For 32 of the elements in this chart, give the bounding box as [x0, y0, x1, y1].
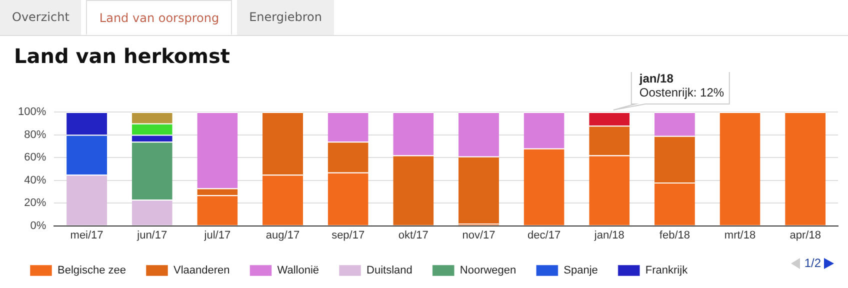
text: Land van oorsprong	[86, 0, 232, 35]
text: 1/2	[804, 256, 821, 270]
x-tick-label: jun/17	[136, 229, 168, 242]
text: Overzicht	[0, 0, 82, 35]
y-tick-label: 80%	[24, 128, 46, 141]
x-tick-label: apr/18	[790, 229, 821, 242]
legend-label: Spanje	[564, 264, 598, 277]
x-tick-label: nov/17	[462, 229, 496, 242]
x-tick-label: jan/18	[593, 229, 624, 242]
text: jan/18	[638, 71, 674, 86]
x-tick-label: aug/17	[266, 229, 300, 242]
x-tick-label: jul/17	[203, 229, 231, 242]
chart-title: Land van herkomst	[14, 44, 230, 68]
legend-label: Noorwegen	[460, 264, 516, 277]
x-tick-label: sep/17	[332, 229, 365, 242]
legend-label: Belgische zee	[58, 264, 126, 277]
x-tick-label: mei/17	[70, 229, 104, 242]
legend-label: Duitsland	[366, 264, 412, 277]
y-tick-label: 60%	[24, 152, 46, 164]
x-tick-label: okt/17	[398, 229, 428, 242]
y-tick-label: 100%	[18, 106, 46, 118]
legend-label: Frankrijk	[645, 264, 688, 277]
text: Oostenrijk: 12%	[639, 85, 724, 100]
legend-label: Vlaanderen	[173, 264, 230, 277]
y-tick-label: 40%	[24, 174, 46, 186]
x-tick-label: mrt/18	[724, 229, 756, 242]
y-tick-label: 0%	[30, 220, 46, 232]
legend-label: Wallonië	[277, 264, 320, 277]
text: Energiebron	[237, 0, 334, 35]
y-tick-label: 20%	[24, 197, 46, 210]
x-tick-label: feb/18	[659, 229, 690, 242]
x-tick-label: dec/17	[528, 229, 561, 242]
